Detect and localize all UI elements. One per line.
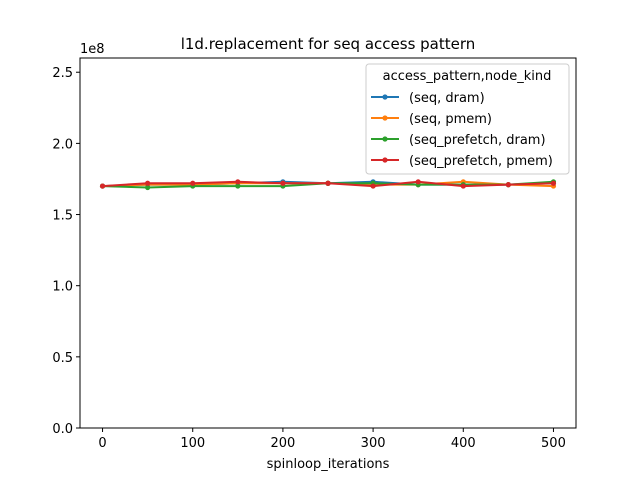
- data-point: [550, 180, 557, 186]
- data-point: [325, 180, 331, 186]
- legend-marker: [382, 157, 388, 163]
- legend-marker: [382, 94, 388, 100]
- x-tick-label: 100: [180, 436, 205, 451]
- x-tick-label: 200: [270, 436, 295, 451]
- data-point: [415, 179, 421, 185]
- data-point: [280, 180, 286, 186]
- legend-label: (seq_prefetch, pmem): [409, 154, 553, 169]
- y-tick-label: 1.0: [52, 280, 73, 295]
- x-axis-title: spinloop_iterations: [267, 457, 390, 472]
- data-point: [505, 182, 511, 188]
- y-tick-label: 2.5: [52, 66, 73, 81]
- data-point: [190, 180, 196, 186]
- y-tick-label: 1.5: [52, 209, 73, 224]
- y-tick-label: 0.5: [52, 351, 73, 366]
- data-point: [460, 183, 466, 189]
- legend: access_pattern,node_kind (seq, dram) (seq…: [365, 63, 570, 175]
- legend-label: (seq_prefetch, dram): [409, 133, 546, 148]
- legend-title: access_pattern,node_kind: [383, 69, 552, 84]
- y-tick-label: 2.0: [52, 137, 73, 152]
- data-point: [370, 183, 376, 189]
- legend-label: (seq, pmem): [409, 112, 492, 127]
- legend-box: [365, 63, 570, 175]
- x-axis: 0 100 200 300 400 500: [98, 428, 566, 451]
- plot-frame: [79, 57, 577, 429]
- data-point: [99, 183, 106, 189]
- data-point: [235, 183, 241, 189]
- data-point: [145, 180, 151, 186]
- x-tick-label: 400: [451, 436, 476, 451]
- legend-marker: [382, 115, 388, 121]
- y-axis: 0.0 0.5 1.0 1.5 2.0 2.5: [52, 66, 80, 437]
- chart-title: l1d.replacement for seq access pattern: [181, 35, 476, 53]
- y-offset-label: 1e8: [80, 42, 105, 57]
- data-point: [145, 184, 151, 191]
- x-tick-label: 0: [98, 436, 106, 451]
- x-tick-label: 500: [541, 436, 566, 451]
- plot-area: [99, 179, 557, 191]
- data-point: [235, 179, 241, 185]
- y-tick-label: 0.0: [52, 422, 73, 437]
- x-tick-label: 300: [361, 436, 386, 451]
- legend-marker: [382, 136, 388, 142]
- legend-label: (seq, dram): [409, 91, 485, 106]
